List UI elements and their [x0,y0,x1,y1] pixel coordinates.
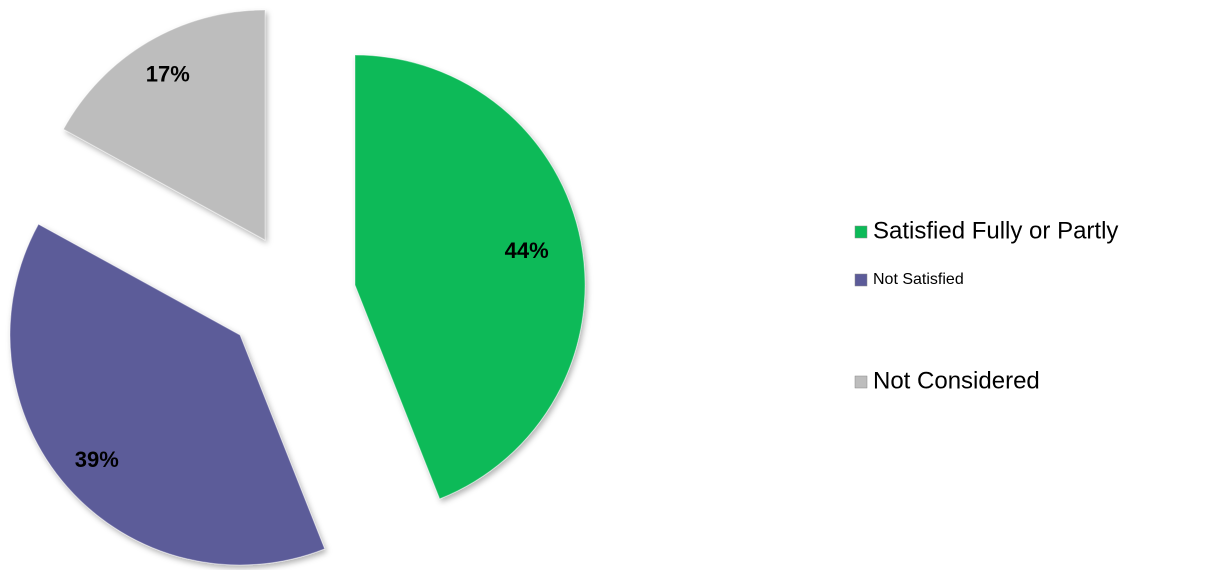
pie-slice [354,54,586,500]
data-label: 39% [75,447,119,472]
data-label: 17% [146,61,190,86]
pie-slice [9,223,326,566]
legend-label: Not Satisfied [873,271,964,288]
data-label: 44% [505,238,549,263]
legend-swatch [854,375,868,389]
legend-swatch [854,225,868,239]
legend-label: Satisfied Fully or Partly [873,217,1118,244]
legend-label: Not Considered [873,367,1040,394]
pie-slice [62,9,266,241]
legend-swatch [854,273,868,287]
